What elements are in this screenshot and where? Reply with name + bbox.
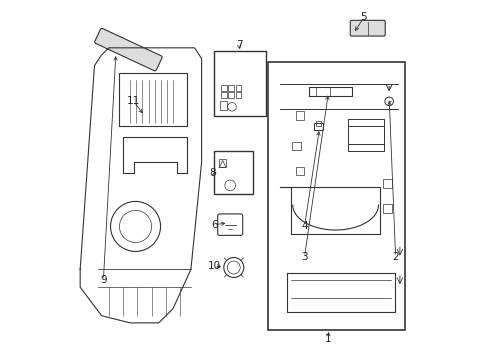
Text: 8: 8 — [208, 168, 215, 178]
Bar — [382, 204, 391, 213]
Bar — [382, 179, 391, 188]
Bar — [235, 85, 241, 91]
Text: 10: 10 — [207, 261, 220, 271]
Bar — [295, 111, 304, 120]
Text: 5: 5 — [360, 13, 366, 22]
Bar — [220, 102, 227, 111]
Text: 6: 6 — [210, 220, 217, 230]
Bar — [228, 92, 234, 98]
Text: 11: 11 — [127, 96, 140, 107]
Bar — [214, 51, 265, 116]
Text: 7: 7 — [235, 40, 242, 50]
Text: 2: 2 — [391, 252, 398, 262]
Bar — [235, 92, 241, 98]
Bar — [221, 92, 226, 98]
Bar — [219, 158, 225, 167]
Bar — [313, 123, 323, 130]
Bar — [295, 167, 304, 175]
Bar — [291, 142, 300, 150]
Bar — [347, 119, 383, 152]
FancyBboxPatch shape — [95, 28, 162, 71]
Bar — [267, 62, 405, 330]
Text: 1: 1 — [325, 334, 331, 344]
Bar — [315, 121, 321, 126]
Bar — [221, 85, 226, 91]
Text: 9: 9 — [100, 275, 106, 285]
Text: 3: 3 — [301, 252, 307, 262]
Bar — [214, 152, 253, 194]
Text: 4: 4 — [301, 221, 307, 231]
Bar — [228, 85, 234, 91]
FancyBboxPatch shape — [349, 20, 385, 36]
